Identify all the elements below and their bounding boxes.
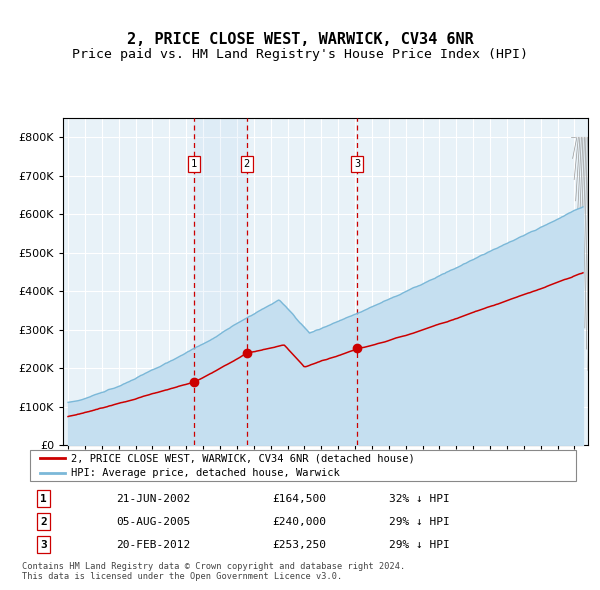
Text: 32% ↓ HPI: 32% ↓ HPI bbox=[389, 493, 450, 503]
Text: £253,250: £253,250 bbox=[272, 540, 326, 550]
Text: 3: 3 bbox=[354, 159, 360, 169]
Bar bbox=[194, 118, 247, 445]
Text: 29% ↓ HPI: 29% ↓ HPI bbox=[389, 540, 450, 550]
Text: 1: 1 bbox=[191, 159, 197, 169]
Text: 29% ↓ HPI: 29% ↓ HPI bbox=[389, 517, 450, 526]
Text: 2: 2 bbox=[40, 517, 47, 526]
Text: 21-JUN-2002: 21-JUN-2002 bbox=[116, 493, 190, 503]
Text: £164,500: £164,500 bbox=[272, 493, 326, 503]
Text: 3: 3 bbox=[40, 540, 47, 550]
Text: £240,000: £240,000 bbox=[272, 517, 326, 526]
Text: 05-AUG-2005: 05-AUG-2005 bbox=[116, 517, 190, 526]
Text: 2, PRICE CLOSE WEST, WARWICK, CV34 6NR: 2, PRICE CLOSE WEST, WARWICK, CV34 6NR bbox=[127, 32, 473, 47]
Text: 2, PRICE CLOSE WEST, WARWICK, CV34 6NR (detached house): 2, PRICE CLOSE WEST, WARWICK, CV34 6NR (… bbox=[71, 454, 415, 464]
Text: Contains HM Land Registry data © Crown copyright and database right 2024.
This d: Contains HM Land Registry data © Crown c… bbox=[22, 562, 406, 581]
Text: 2: 2 bbox=[244, 159, 250, 169]
Text: HPI: Average price, detached house, Warwick: HPI: Average price, detached house, Warw… bbox=[71, 467, 340, 477]
Text: 20-FEB-2012: 20-FEB-2012 bbox=[116, 540, 190, 550]
Text: 1: 1 bbox=[40, 493, 47, 503]
Text: Price paid vs. HM Land Registry's House Price Index (HPI): Price paid vs. HM Land Registry's House … bbox=[72, 48, 528, 61]
